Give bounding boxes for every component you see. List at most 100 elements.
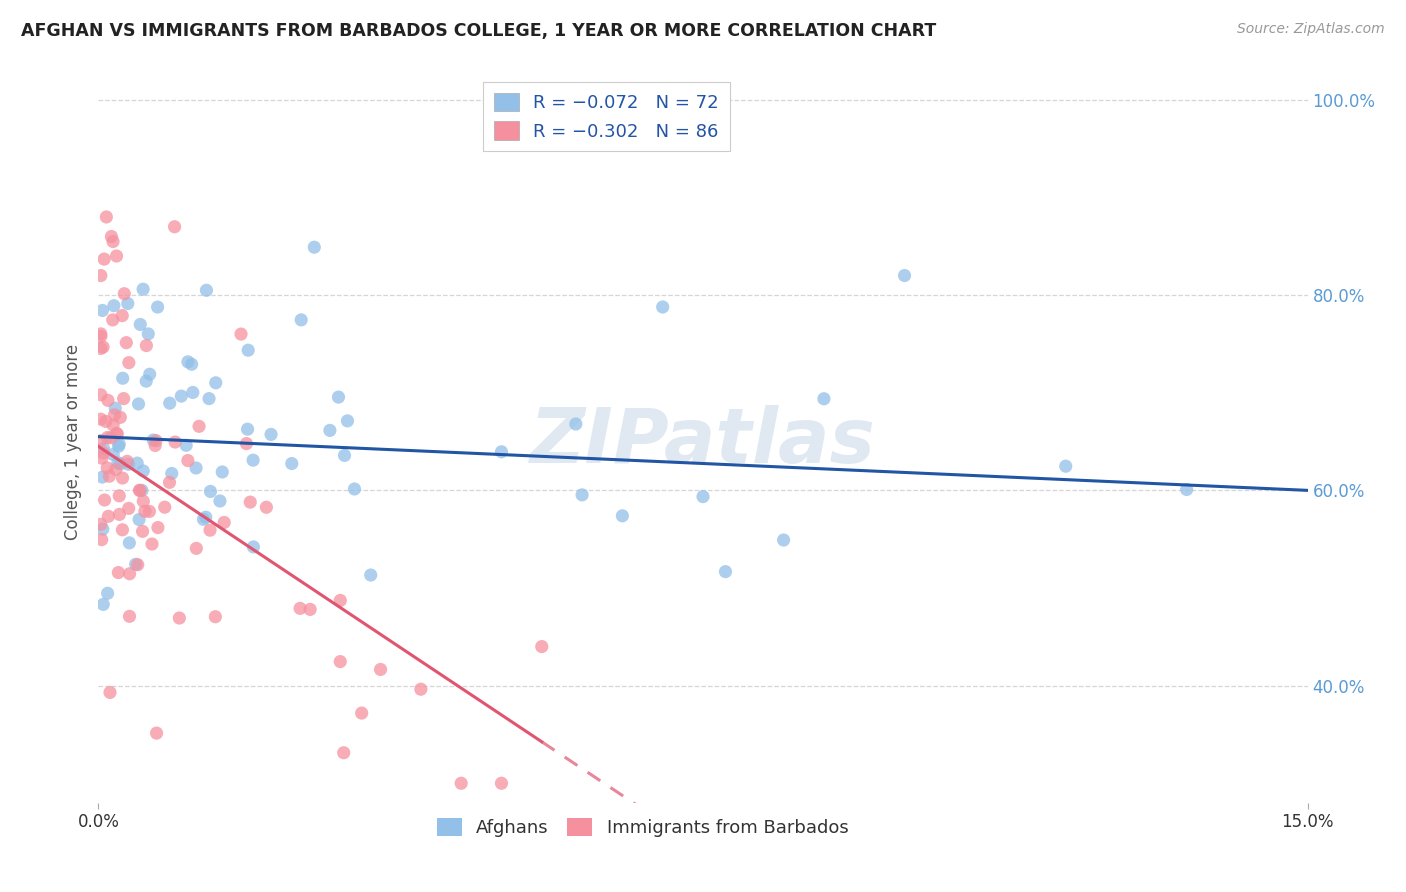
Point <box>132 464 155 478</box>
Point <box>229 327 252 342</box>
Point <box>238 343 260 358</box>
Point <box>186 541 208 556</box>
Point <box>108 489 131 503</box>
Point <box>174 438 197 452</box>
Point <box>90 329 112 343</box>
Point <box>530 640 553 654</box>
Point <box>651 300 673 314</box>
Point <box>450 776 472 790</box>
Point <box>103 408 125 422</box>
Point <box>105 249 128 263</box>
Point <box>235 436 257 450</box>
Point <box>350 706 373 720</box>
Point <box>128 512 150 526</box>
Point <box>118 536 141 550</box>
Point <box>111 523 134 537</box>
Point <box>134 504 156 518</box>
Point <box>319 424 342 438</box>
Point <box>96 461 118 475</box>
Point <box>329 655 352 669</box>
Point <box>184 461 207 475</box>
Point <box>90 451 112 466</box>
Point <box>170 389 193 403</box>
Point <box>112 286 135 301</box>
Point <box>288 601 311 615</box>
Point <box>90 326 112 341</box>
Point <box>103 299 125 313</box>
Point <box>692 490 714 504</box>
Point <box>571 488 593 502</box>
Point <box>135 338 157 352</box>
Point <box>135 374 157 388</box>
Point <box>129 483 152 498</box>
Point <box>181 385 204 400</box>
Point <box>254 500 277 515</box>
Point <box>118 501 141 516</box>
Point <box>328 390 350 404</box>
Point <box>107 566 129 580</box>
Point <box>188 419 211 434</box>
Point <box>299 602 322 616</box>
Point <box>336 414 359 428</box>
Point <box>136 326 159 341</box>
Point <box>97 509 120 524</box>
Point <box>103 448 125 462</box>
Point <box>90 342 112 356</box>
Point <box>111 471 134 485</box>
Point <box>107 456 129 470</box>
Point <box>128 397 150 411</box>
Point <box>128 483 150 498</box>
Point <box>360 568 382 582</box>
Point <box>111 309 134 323</box>
Point <box>198 523 221 537</box>
Point <box>329 593 352 607</box>
Point <box>304 240 326 254</box>
Point <box>127 558 149 572</box>
Point <box>108 437 131 451</box>
Point <box>131 524 153 539</box>
Point <box>91 598 114 612</box>
Point <box>141 537 163 551</box>
Point <box>332 746 354 760</box>
Point <box>159 396 181 410</box>
Point <box>91 303 114 318</box>
Point <box>118 609 141 624</box>
Point <box>132 282 155 296</box>
Point <box>98 685 121 699</box>
Point <box>146 520 169 534</box>
Point <box>153 500 176 515</box>
Point <box>129 318 152 332</box>
Point <box>117 457 139 471</box>
Point <box>211 465 233 479</box>
Point <box>163 219 186 234</box>
Point <box>169 611 191 625</box>
Point <box>108 508 131 522</box>
Text: Source: ZipAtlas.com: Source: ZipAtlas.com <box>1237 22 1385 37</box>
Point <box>200 484 222 499</box>
Point <box>1175 483 1198 497</box>
Point <box>112 392 135 406</box>
Point <box>198 392 221 406</box>
Point <box>165 435 187 450</box>
Text: ZIPatlas: ZIPatlas <box>530 405 876 478</box>
Point <box>343 482 366 496</box>
Point <box>145 726 167 740</box>
Point <box>143 438 166 452</box>
Point <box>195 283 218 297</box>
Point <box>132 494 155 508</box>
Point <box>90 388 112 402</box>
Point <box>96 431 118 445</box>
Point <box>127 456 149 470</box>
Point <box>142 433 165 447</box>
Point <box>491 776 513 790</box>
Text: AFGHAN VS IMMIGRANTS FROM BARBADOS COLLEGE, 1 YEAR OR MORE CORRELATION CHART: AFGHAN VS IMMIGRANTS FROM BARBADOS COLLE… <box>21 22 936 40</box>
Point <box>370 662 392 676</box>
Point <box>118 356 141 370</box>
Point <box>97 586 120 600</box>
Point <box>290 313 312 327</box>
Point <box>193 512 215 526</box>
Point <box>131 483 153 498</box>
Point <box>565 417 588 431</box>
Point <box>333 449 356 463</box>
Point <box>260 427 283 442</box>
